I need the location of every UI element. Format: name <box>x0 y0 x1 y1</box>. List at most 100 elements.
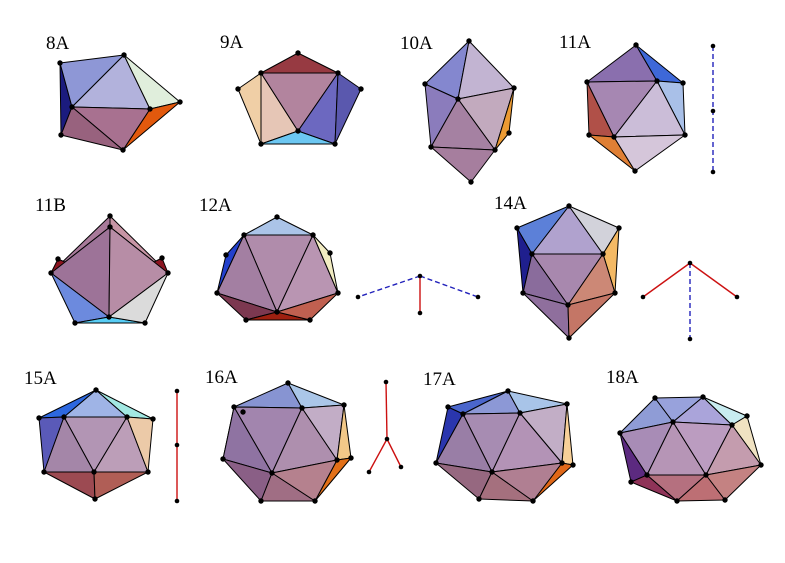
aux-solid-line <box>689 262 738 298</box>
vertex-dot <box>274 214 280 220</box>
polyhedron-face <box>43 471 96 500</box>
vertex-dot <box>145 469 151 475</box>
vertex-dot <box>48 270 54 276</box>
vertex-dot <box>72 320 78 326</box>
vertex-dot <box>341 402 347 408</box>
vertex-dot <box>455 96 461 102</box>
aux-marker-dot <box>355 294 361 300</box>
vertex-dot <box>41 469 47 475</box>
vertex-dot <box>428 144 434 150</box>
aux-solid-line <box>368 438 388 473</box>
vertex-dot <box>744 413 750 419</box>
polyhedron-face <box>237 72 262 145</box>
vertex-dot <box>299 405 305 411</box>
vertex-dot <box>565 302 571 308</box>
aux-marker-dot <box>687 260 693 266</box>
vertex-dot <box>295 128 301 134</box>
vertex-dot <box>93 387 99 393</box>
aux-solid-line <box>642 262 691 298</box>
figure-12A: 12A <box>199 195 481 323</box>
figure-label: 9A <box>220 32 244 53</box>
polyhedron-face <box>334 72 362 145</box>
polyhedron-face <box>60 106 124 151</box>
vertex-dot <box>700 394 706 400</box>
vertex-dot <box>121 52 127 58</box>
vertex-dot <box>150 416 156 422</box>
figure-8A: 8A <box>46 33 183 153</box>
vertex-dot <box>422 81 428 87</box>
figure-label: 16A <box>205 367 238 388</box>
aux-dashed-line <box>357 275 421 298</box>
vertex-dot <box>476 496 482 502</box>
vertex-dot <box>240 409 246 415</box>
aux-marker-dot <box>417 310 423 316</box>
figure-18A: 18A <box>606 367 764 504</box>
figure-label: 17A <box>423 369 456 390</box>
vertex-dot <box>142 320 148 326</box>
polyhedron-face <box>312 234 339 294</box>
vertex-dot <box>433 460 439 466</box>
vertex-dot <box>505 388 511 394</box>
polyhedron-face <box>430 146 496 183</box>
vertex-dot <box>722 497 728 503</box>
vertex-dot <box>92 496 98 502</box>
aux-solid-line <box>386 438 402 468</box>
vertex-dot <box>241 232 247 238</box>
vertex-dot <box>231 404 237 410</box>
vertex-dot <box>616 225 622 231</box>
polyhedron-face <box>494 87 515 151</box>
figure-10A: 10A <box>400 33 517 185</box>
aux-marker-dot <box>174 388 180 394</box>
vertex-dot <box>633 42 639 48</box>
vertex-dot <box>36 415 42 421</box>
vertex-dot <box>295 50 301 56</box>
figure-label: 12A <box>199 195 232 216</box>
figure-16A: 16A <box>205 367 404 504</box>
vertex-dot <box>670 419 676 425</box>
vertex-dot <box>654 78 660 84</box>
vertex-dot <box>674 498 680 504</box>
vertex-dot <box>335 70 341 76</box>
vertex-dot <box>445 404 451 410</box>
figure-label: 10A <box>400 33 433 54</box>
vertex-dot <box>586 132 592 138</box>
vertex-dot <box>258 498 264 504</box>
polyhedron-face <box>93 471 149 500</box>
vertex-dot <box>91 469 97 475</box>
vertex-dot <box>332 141 338 147</box>
vertex-dot <box>58 132 64 138</box>
polyhedron-face <box>260 130 336 145</box>
vertex-dot <box>348 455 354 461</box>
vertex-dot <box>489 469 495 475</box>
vertex-dot <box>682 132 688 138</box>
vertex-dot <box>165 270 171 276</box>
polyhedron-face <box>260 52 339 74</box>
vertex-dot <box>274 309 280 315</box>
vertex-dot <box>310 232 316 238</box>
aux-marker-dot <box>710 169 716 175</box>
polyhedron-face <box>705 464 762 501</box>
aux-marker-dot <box>710 43 716 49</box>
polyhedron-face <box>613 134 686 172</box>
vertex-dot <box>220 456 226 462</box>
figure-label: 18A <box>606 367 639 388</box>
vertex-dot <box>358 86 364 92</box>
vertex-dot <box>566 335 572 341</box>
vertex-dot <box>506 130 512 136</box>
vertex-dot <box>514 225 520 231</box>
vertex-dot <box>611 134 617 140</box>
vertex-dot <box>492 147 498 153</box>
aux-marker-dot <box>687 336 693 342</box>
vertex-dot <box>612 290 618 296</box>
polyhedron-face <box>276 292 339 321</box>
vertex-dot <box>334 457 340 463</box>
polyhedron-face <box>491 462 563 502</box>
figure-14A: 14A <box>494 193 740 342</box>
vertex-dot <box>559 460 565 466</box>
aux-marker-dot <box>383 379 389 385</box>
vertex-dot <box>617 430 623 436</box>
figure-11A: 11A <box>559 32 716 175</box>
vertex-dot <box>177 99 183 105</box>
